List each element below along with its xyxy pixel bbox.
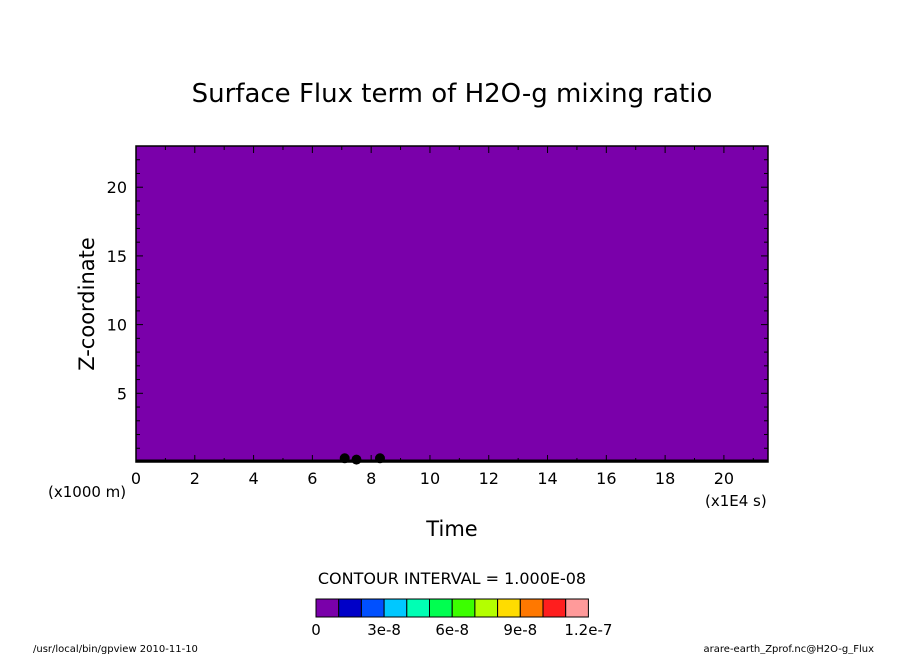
colorbar-swatch (542, 598, 567, 618)
colorbar-label: 1.2e-7 (564, 621, 612, 639)
x-tick-label: 14 (537, 469, 557, 488)
colorbar-swatch (383, 598, 408, 618)
x-tick-label: 10 (420, 469, 440, 488)
colorbar-swatch (429, 598, 453, 618)
colorbar-swatch (338, 598, 362, 618)
colorbar-label: 0 (311, 621, 321, 639)
x-tick-label: 4 (248, 469, 258, 488)
plot-frame (135, 145, 769, 463)
chart-title: Surface Flux term of H2O-g mixing ratio (192, 79, 713, 109)
x-tick-label: 8 (366, 469, 376, 488)
x-axis-ticks: 0 2 4 6 8 10 12 14 16 18 20 (131, 146, 754, 488)
x-unit-label: (x1E4 s) (705, 492, 767, 510)
y-tick-label: 15 (107, 247, 127, 266)
y-axis-ticks: 5 10 15 20 (107, 159, 768, 449)
colorbar-swatch (406, 598, 430, 618)
x-tick-label: 20 (714, 469, 734, 488)
footer-left: /usr/local/bin/gpview 2010-11-10 (33, 644, 198, 654)
colorbar-label: 6e-8 (435, 621, 469, 639)
colorbar-swatch (497, 598, 521, 618)
colorbar-label: 9e-8 (503, 621, 537, 639)
colorbar-swatch (565, 598, 589, 618)
x-tick-label: 0 (131, 469, 141, 488)
y-tick-label: 5 (117, 384, 127, 403)
x-axis-label: Time (425, 517, 477, 541)
x-tick-label: 16 (596, 469, 616, 488)
footer-right: arare-earth_Zprof.nc@H2O-g_Flux (704, 644, 875, 654)
y-axis-label: Z-coordinate (75, 237, 99, 371)
colorbar-swatch (451, 598, 476, 618)
colorbar-swatch (315, 598, 340, 618)
colorbar-swatch (360, 598, 385, 618)
x-tick-label: 6 (307, 469, 317, 488)
colorbar-swatch (474, 598, 499, 618)
x-tick-label: 2 (190, 469, 200, 488)
y-tick-label: 20 (107, 178, 127, 197)
x-tick-label: 18 (655, 469, 675, 488)
y-unit-label: (x1000 m) (48, 483, 126, 501)
contour-field (136, 146, 768, 462)
contour-interval: CONTOUR INTERVAL = 1.000E-08 (318, 569, 586, 588)
colorbar: 0 3e-8 6e-8 9e-8 1.2e-7 (311, 598, 612, 639)
y-tick-label: 10 (107, 316, 127, 335)
x-tick-label: 12 (479, 469, 499, 488)
colorbar-swatch (519, 598, 544, 618)
colorbar-label: 3e-8 (367, 621, 401, 639)
